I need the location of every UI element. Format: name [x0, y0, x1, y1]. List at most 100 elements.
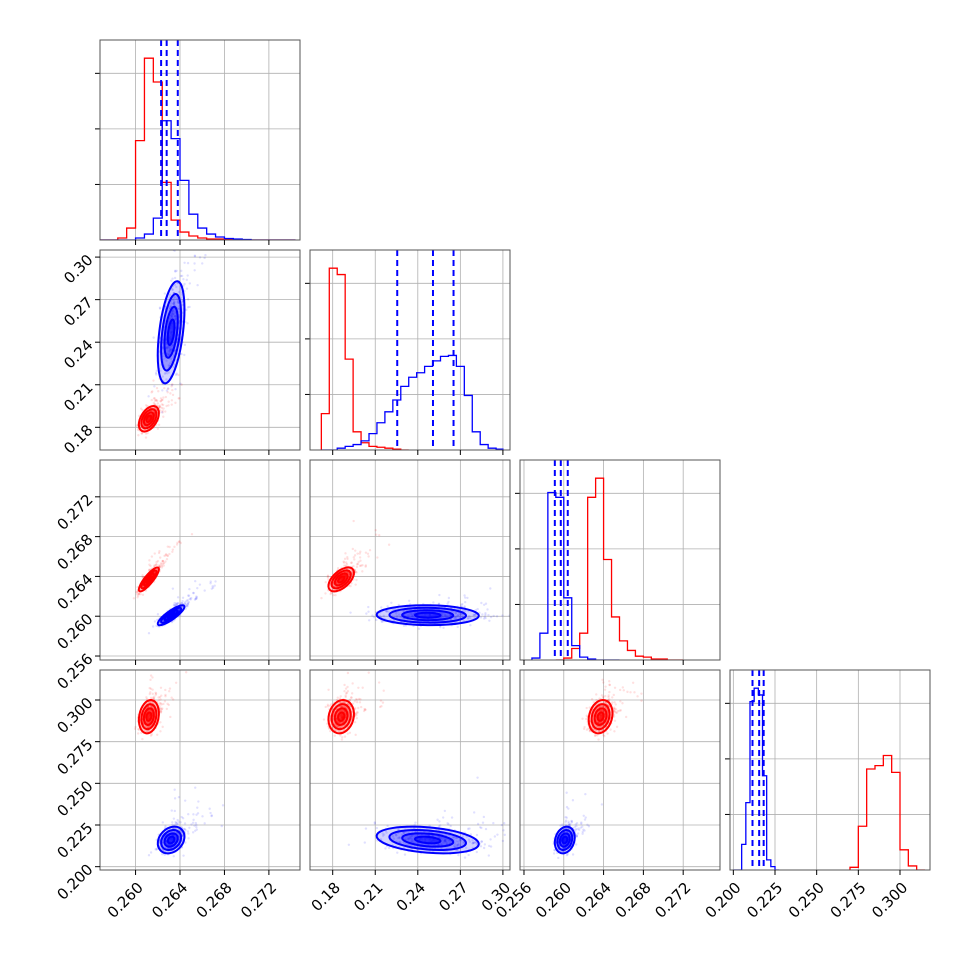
density-contours-series-1	[553, 825, 576, 855]
tick-labels-layer: 0.260 0.264 0.268 0.272 0.18 0.21 0.24 0.27 0.30…	[53, 251, 911, 922]
contour-level	[166, 835, 176, 845]
histogram-step-series-0	[100, 57, 296, 240]
x-tick-label: 0.264	[148, 879, 191, 922]
y-tick-label: 0.250	[53, 777, 96, 820]
density-contours-series-0	[587, 699, 614, 735]
x-tick-label: 0.260	[532, 879, 575, 922]
y-tick-label: 0.200	[53, 860, 96, 903]
panel-1-0	[95, 249, 301, 455]
density-contours-series-0	[137, 699, 160, 735]
y-tick-label: 0.27	[60, 293, 96, 329]
contour-level	[166, 318, 176, 347]
panel-plot-area	[100, 460, 300, 660]
x-tick-label: 0.18	[308, 879, 344, 915]
contour-level	[145, 711, 153, 722]
panel-plot-area	[730, 670, 930, 870]
density-contours-series-0	[137, 566, 160, 593]
panel-3-1	[309, 669, 511, 875]
contour-level	[375, 825, 480, 855]
scatter-points-series-1	[347, 776, 506, 859]
panel-frame	[519, 669, 721, 871]
contour-level	[160, 606, 183, 624]
density-contours-series-0	[327, 566, 355, 593]
panels-layer	[95, 39, 931, 875]
y-tick-label: 0.30	[60, 251, 96, 287]
contour-level	[140, 569, 158, 590]
x-tick-label: 0.21	[350, 879, 386, 915]
panel-frame	[99, 669, 301, 871]
panel-frame	[309, 249, 511, 451]
y-tick-label: 0.24	[60, 336, 96, 372]
contour-level	[337, 711, 346, 722]
contour-level	[145, 414, 153, 423]
panel-2-2	[515, 459, 721, 665]
contour-level	[333, 707, 349, 727]
contour-level	[593, 707, 608, 727]
contour-level	[145, 575, 153, 584]
panel-frame	[519, 459, 721, 661]
panel-3-0	[95, 669, 301, 875]
panel-plot-area	[310, 670, 510, 870]
x-tick-label: 0.260	[104, 879, 147, 922]
contour-level	[163, 305, 179, 359]
panel-plot-area	[100, 40, 300, 240]
y-tick-label: 0.272	[53, 491, 96, 534]
panel-3-3	[725, 669, 931, 875]
x-tick-label: 0.250	[785, 879, 828, 922]
contour-level	[137, 405, 160, 433]
y-tick-label: 0.256	[53, 650, 96, 693]
contour-level	[413, 835, 442, 845]
panel-2-0	[95, 459, 301, 665]
panel-plot-area	[100, 250, 300, 450]
panel-3-2	[519, 669, 721, 875]
y-tick-label: 0.264	[53, 570, 96, 613]
histogram-step-series-0	[320, 267, 409, 450]
panel-frame	[99, 459, 301, 661]
density-contours-series-1	[156, 825, 186, 855]
density-contours-series-0	[137, 405, 160, 433]
y-tick-label: 0.260	[53, 610, 96, 653]
panel-plot-area	[310, 250, 510, 450]
histogram-step-series-1	[321, 354, 504, 450]
y-tick-label: 0.268	[53, 530, 96, 573]
x-tick-label: 0.272	[237, 879, 280, 922]
contour-level	[330, 569, 352, 590]
contour-level	[401, 832, 455, 848]
x-tick-label: 0.24	[393, 879, 429, 915]
panel-0-0	[95, 39, 301, 245]
contour-level	[337, 575, 346, 584]
density-contours-series-1	[156, 280, 186, 385]
x-tick-label: 0.268	[612, 879, 655, 922]
histogram-step-series-0	[849, 754, 925, 870]
panel-plot-area	[310, 460, 510, 660]
contour-level	[561, 835, 569, 845]
histogram-step-series-1	[100, 120, 296, 240]
contour-level	[401, 609, 455, 622]
panel-frame	[729, 669, 931, 871]
y-tick-label: 0.225	[53, 819, 96, 862]
panel-plot-area	[100, 670, 300, 870]
panel-frame	[99, 39, 301, 241]
histogram-step-series-1	[531, 491, 620, 660]
contour-level	[596, 711, 605, 722]
panel-plot-area	[520, 670, 720, 870]
contour-level	[327, 566, 355, 593]
contour-level	[160, 292, 183, 372]
density-contours-series-1	[375, 825, 480, 855]
y-tick-label: 0.21	[60, 379, 96, 415]
x-tick-label: 0.27	[435, 879, 471, 915]
x-tick-label: 0.272	[651, 879, 694, 922]
x-tick-label: 0.200	[702, 879, 745, 922]
panel-plot-area	[520, 460, 720, 660]
x-tick-label: 0.225	[743, 879, 786, 922]
panel-frame	[99, 249, 301, 451]
contour-level	[166, 611, 176, 619]
density-contours-series-1	[375, 604, 480, 627]
x-tick-label: 0.264	[572, 879, 615, 922]
panel-frame	[309, 459, 511, 661]
panel-2-1	[309, 459, 511, 665]
y-tick-label: 0.300	[53, 694, 96, 737]
panel-frame	[309, 669, 511, 871]
contour-level	[156, 280, 186, 385]
